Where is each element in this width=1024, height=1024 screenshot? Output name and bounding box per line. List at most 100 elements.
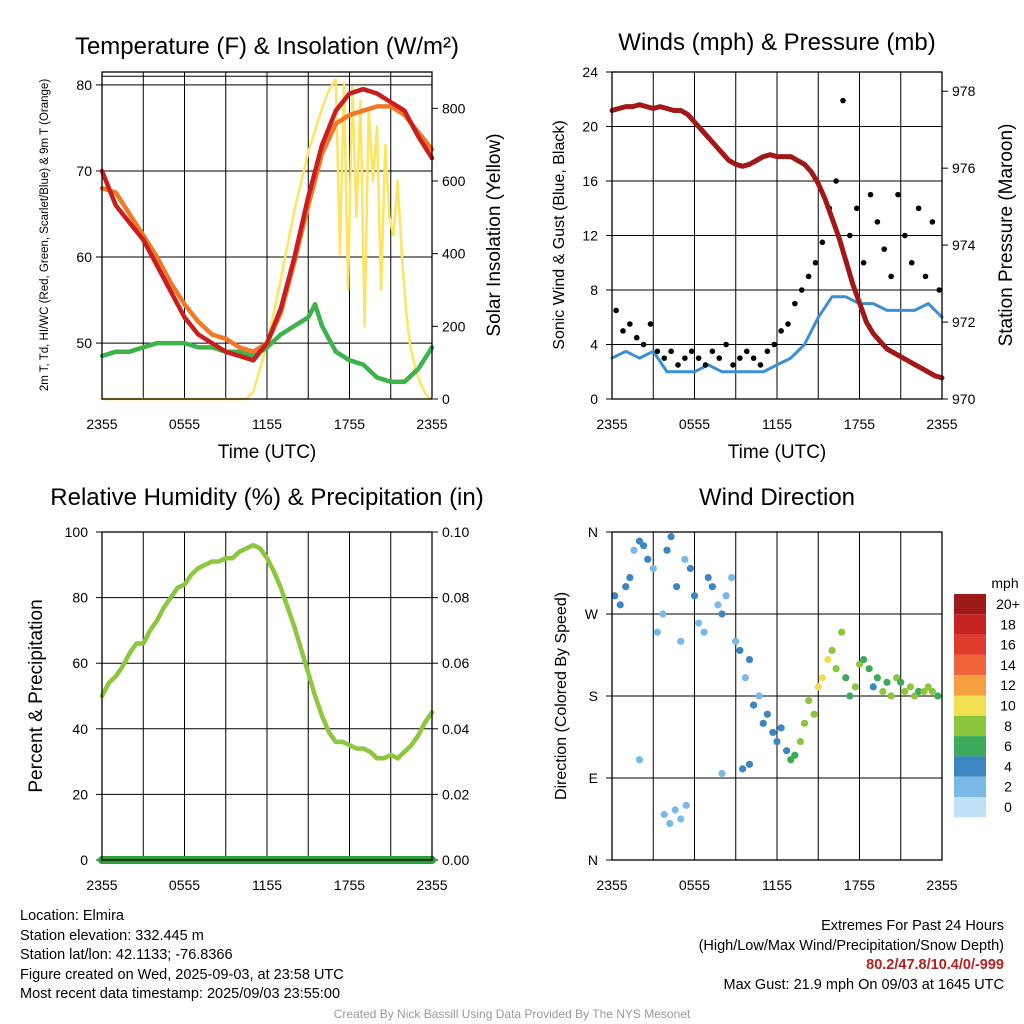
wind-direction-point xyxy=(722,592,730,600)
wind-ytick-label: 16 xyxy=(582,173,598,189)
speed-legend-swatch xyxy=(954,797,986,818)
insolation-ytick-label: 0 xyxy=(442,391,450,407)
gust-point xyxy=(881,246,888,252)
wind-direction-point xyxy=(616,601,624,609)
speed-legend-label: 12 xyxy=(1000,677,1016,693)
rh-ytick-label: 40 xyxy=(72,721,88,737)
wind-direction-point xyxy=(649,564,657,573)
wind-direction-point xyxy=(860,655,868,664)
latlon-text: Station lat/lon: 42.1133; -76.8366 xyxy=(20,947,233,964)
rh-y-axis-label: Percent & Precipitation xyxy=(26,599,47,792)
wind-direction-point xyxy=(883,678,891,686)
wind-direction-point xyxy=(832,665,840,673)
wind-direction-point xyxy=(759,719,767,727)
wind-direction-point xyxy=(682,801,690,809)
temp-xtick-label: 1755 xyxy=(334,416,365,432)
wind-direction-point xyxy=(828,646,836,655)
gust-point xyxy=(847,232,853,239)
speed-legend-label: 10 xyxy=(1000,698,1016,714)
credit-text: Created By Nick Bassill Using Data Provi… xyxy=(333,1007,691,1021)
gust-point xyxy=(627,321,633,327)
pressure-ytick-label: 978 xyxy=(952,83,976,99)
precip-ytick-label: 0.08 xyxy=(442,590,469,606)
rh-panel-frame xyxy=(101,531,433,861)
speed-legend-label: 0 xyxy=(1004,799,1012,815)
wind-speed-line xyxy=(610,295,944,374)
gust-point xyxy=(792,300,798,307)
wind-direction-point xyxy=(745,655,754,664)
gust-point xyxy=(668,348,674,355)
wind-direction-point xyxy=(700,628,708,636)
wind-direction-point xyxy=(708,583,716,591)
location-text: Location: Elmira xyxy=(20,908,124,924)
wind-x-axis-label: Time (UTC) xyxy=(728,442,827,463)
speed-legend-swatch xyxy=(954,634,986,655)
gust-point xyxy=(929,219,936,225)
rh-chart-title: Relative Humidity (%) & Precipitation (i… xyxy=(50,484,483,511)
precip-ytick-label: 0.02 xyxy=(442,786,469,802)
gust-point xyxy=(661,355,668,361)
wind-direction-point xyxy=(805,696,813,705)
gust-point xyxy=(785,321,791,327)
extremes-values: 80.2/47.8/10.4/0/-999 xyxy=(866,957,1004,974)
wind-direction-point xyxy=(659,610,667,618)
wind-ytick-label: 20 xyxy=(582,119,598,135)
gust-point xyxy=(874,219,881,225)
speed-legend-label: 18 xyxy=(1000,616,1016,632)
wind-direction-point xyxy=(928,687,936,696)
speed-legend-label: 14 xyxy=(1000,657,1016,673)
wind-direction-point xyxy=(635,537,644,545)
wind-direction-point xyxy=(663,546,671,554)
rh-line xyxy=(99,542,435,761)
gust-point xyxy=(853,205,860,212)
wind-direction-point xyxy=(851,683,859,691)
insolation-ytick-label: 800 xyxy=(442,100,466,116)
wind-direction-point xyxy=(783,747,791,755)
temp-ytick-label: 80 xyxy=(76,77,92,93)
dir-xtick-label: 1755 xyxy=(844,877,875,893)
dir-ytick-label: W xyxy=(585,606,599,622)
wind-direction-point xyxy=(750,701,758,709)
wind-direction-point xyxy=(769,728,777,737)
extremes-info: Extremes For Past 24 Hours (High/Low/Max… xyxy=(699,917,1004,995)
extremes-title: Extremes For Past 24 Hours xyxy=(821,918,1004,934)
dir-ytick-label: S xyxy=(589,688,598,704)
gust-point xyxy=(908,259,915,266)
gust-point xyxy=(888,273,894,280)
wind-direction-point xyxy=(865,665,873,673)
elevation-text: Station elevation: 332.445 m xyxy=(20,927,204,944)
dir-chart-title: Wind Direction xyxy=(699,484,855,511)
precip-ytick-label: 0.04 xyxy=(442,721,469,737)
wind-direction-point xyxy=(736,646,744,655)
gust-point xyxy=(771,341,778,348)
wind-xtick-label: 0555 xyxy=(679,416,710,432)
wind-direction-point xyxy=(824,655,832,664)
gust-point xyxy=(757,362,764,368)
wind-direction-point xyxy=(718,769,726,778)
wind-xtick-label: 2355 xyxy=(596,416,627,432)
max-gust-text: Max Gust: 21.9 mph On 09/03 at 1645 UTC xyxy=(723,976,1004,993)
wind-direction-point xyxy=(681,555,689,563)
wind-ytick-label: 0 xyxy=(590,391,598,407)
wind-direction-point xyxy=(934,692,942,700)
gust-point xyxy=(695,355,702,361)
gust-point xyxy=(915,205,922,212)
speed-legend-swatch xyxy=(954,695,986,716)
wind-direction-point xyxy=(777,724,785,732)
speed-legend-swatch xyxy=(954,776,986,797)
gust-point xyxy=(675,362,681,368)
wind-direction-point xyxy=(791,751,799,759)
temp-ytick-label: 60 xyxy=(76,249,92,265)
dir-xtick-label: 0555 xyxy=(679,877,710,893)
speed-legend-label: 16 xyxy=(1000,637,1016,653)
speed-legend-label: 6 xyxy=(1004,738,1012,754)
temp-ytick-label: 70 xyxy=(76,163,92,179)
dir-panel-frame xyxy=(611,531,943,861)
gust-point xyxy=(620,328,626,334)
gust-point xyxy=(778,328,784,334)
wind-direction-point xyxy=(879,687,887,696)
wind-ytick-label: 4 xyxy=(590,337,598,353)
rh-ytick-label: 100 xyxy=(65,524,89,540)
wind-direction-point xyxy=(630,546,638,554)
